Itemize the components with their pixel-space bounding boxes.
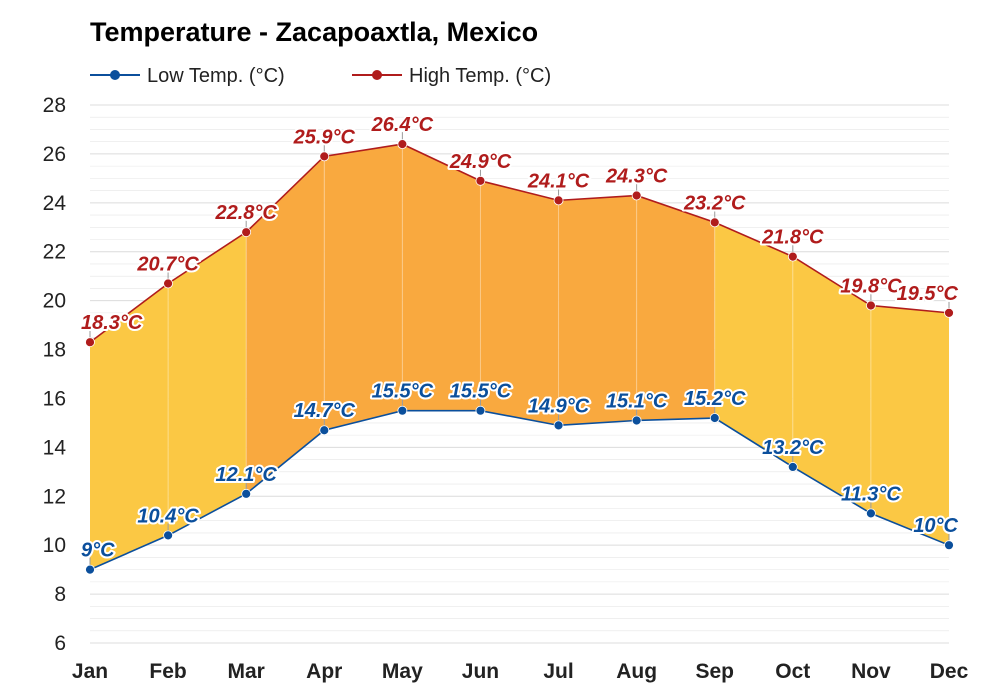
low-temp-point: [397, 405, 408, 416]
area-segment: [324, 144, 403, 431]
area-segment: [636, 195, 715, 421]
axes: 6 8 10 12 14 16 18 20 22 24 26 28 Jan Feb Mar Apr May Jun…: [43, 94, 969, 683]
low-temp-label: 13.2°C: [762, 437, 824, 459]
low-temp-label: 15.1°C: [606, 390, 668, 412]
low-temp-point: [631, 415, 642, 426]
x-tick-label: Jun: [462, 660, 499, 683]
y-tick-label: 6: [54, 632, 66, 655]
low-temp-point: [944, 540, 954, 551]
high-temp-point: [787, 251, 798, 262]
high-temp-label: 20.7°C: [136, 254, 199, 276]
y-tick-label: 24: [43, 192, 67, 215]
high-temp-label: 19.5°C: [897, 283, 959, 305]
low-temp-label: 15.2°C: [684, 388, 746, 410]
legend-high-marker: [372, 70, 382, 80]
high-temp-point: [241, 227, 252, 238]
area-segment: [246, 156, 325, 494]
x-tick-label: Aug: [616, 660, 657, 683]
area-segment: [90, 283, 169, 570]
low-temp-label: 11.3°C: [841, 483, 901, 505]
high-temp-point: [553, 195, 564, 206]
legend-low-marker: [110, 70, 120, 80]
high-temp-label: 24.1°C: [527, 170, 590, 192]
temperature-range-area: [90, 144, 949, 570]
low-temp-label: 14.9°C: [528, 395, 590, 417]
y-tick-label: 28: [43, 94, 66, 117]
high-temp-label: 21.8°C: [761, 227, 824, 249]
area-segment: [558, 195, 637, 426]
x-tick-label: Jan: [72, 660, 108, 683]
y-tick-label: 12: [43, 485, 66, 508]
low-temp-point: [163, 530, 173, 541]
high-temp-label: 26.4°C: [371, 114, 434, 136]
area-segment: [480, 180, 559, 426]
high-temp-point: [163, 278, 173, 289]
y-tick-label: 20: [43, 290, 66, 313]
data-labels: 9°C 10.4°C 12.1°C 14.7°C 15.5°C 15.5°C 14.9°C 1…: [79, 112, 961, 564]
y-tick-label: 8: [54, 583, 66, 606]
legend-low-label: Low Temp. (°C): [147, 65, 285, 87]
x-tick-label: Oct: [775, 660, 810, 683]
low-temp-point: [553, 420, 564, 431]
area-segment: [168, 232, 247, 536]
high-temp-point: [944, 307, 954, 318]
low-temp-point: [241, 488, 252, 499]
y-tick-label: 18: [43, 339, 66, 362]
high-temp-label: 22.8°C: [214, 202, 277, 224]
low-temp-label: 15.5°C: [450, 381, 512, 403]
low-temp-point: [787, 462, 798, 472]
series-points: [85, 132, 954, 575]
high-temp-label: 18.3°C: [81, 312, 143, 334]
y-tick-label: 14: [43, 436, 67, 459]
high-temp-label: 25.9°C: [293, 126, 356, 148]
low-temp-point: [709, 413, 720, 423]
x-tick-label: Dec: [930, 660, 969, 683]
low-temp-point: [866, 508, 876, 519]
y-tick-label: 10: [43, 534, 66, 557]
y-tick-label: 26: [43, 143, 66, 166]
legend-high-label: High Temp. (°C): [409, 65, 551, 87]
low-temp-label: 10°C: [913, 515, 958, 537]
legend: Low Temp. (°C) High Temp. (°C): [90, 65, 551, 87]
x-tick-label: Sep: [695, 660, 734, 683]
high-temp-label: 23.2°C: [683, 192, 746, 214]
low-temp-label: 15.5°C: [372, 381, 434, 403]
y-tick-label: 16: [43, 387, 66, 410]
series-lines: [89, 143, 950, 571]
area-segment: [714, 222, 793, 467]
low-temp-point: [85, 564, 95, 575]
x-tick-label: Jul: [543, 660, 573, 683]
high-temp-label: 24.9°C: [449, 151, 512, 173]
low-temp-label: 10.4°C: [137, 505, 199, 527]
high-temp-point: [85, 337, 95, 348]
chart-title: Temperature - Zacapoaxtla, Mexico: [90, 17, 538, 47]
high-temp-line: [89, 143, 950, 343]
low-temp-point: [319, 425, 330, 436]
y-tick-label: 22: [43, 241, 66, 264]
x-tick-label: Nov: [851, 660, 891, 683]
low-temp-label: 9°C: [81, 540, 115, 562]
low-temp-line: [89, 409, 950, 571]
legend-item-high[interactable]: High Temp. (°C): [352, 65, 551, 87]
high-temp-point: [397, 139, 408, 150]
low-temp-label: 12.1°C: [215, 464, 277, 486]
high-temp-label: 24.3°C: [605, 165, 668, 187]
x-tick-label: May: [382, 660, 423, 683]
high-temp-point: [475, 175, 486, 186]
x-tick-label: Feb: [149, 660, 186, 683]
low-temp-point: [475, 405, 486, 416]
high-temp-label: 19.8°C: [840, 276, 902, 298]
high-temp-point: [866, 300, 876, 311]
area-segment: [792, 256, 871, 514]
x-tick-label: Apr: [306, 660, 342, 683]
high-temp-point: [319, 151, 330, 162]
x-tick-label: Mar: [228, 660, 265, 683]
area-segment: [870, 305, 949, 546]
area-segment: [402, 144, 481, 411]
high-temp-point: [709, 217, 720, 228]
legend-item-low[interactable]: Low Temp. (°C): [90, 65, 285, 87]
low-temp-label: 14.7°C: [294, 400, 356, 422]
high-temp-point: [631, 190, 642, 201]
